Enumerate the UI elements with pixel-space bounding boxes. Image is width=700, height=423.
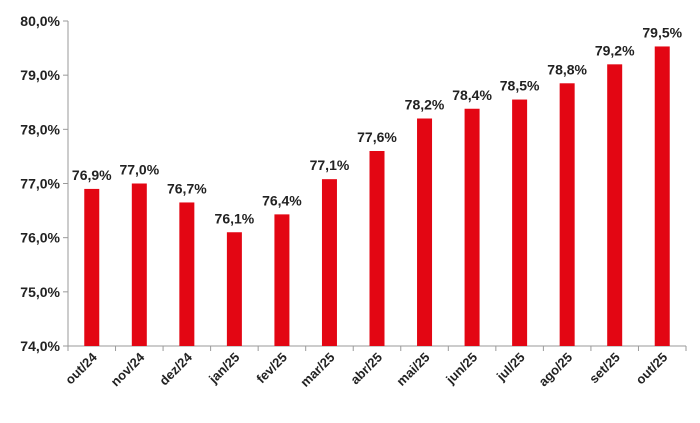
x-tick-label: set/25 xyxy=(586,350,623,387)
x-tick-label: mai/25 xyxy=(393,350,432,389)
x-tick-label: jul/25 xyxy=(493,350,528,385)
x-tick-label: jun/25 xyxy=(442,350,480,388)
bar-series xyxy=(84,46,670,347)
bar xyxy=(131,183,147,346)
data-label: 76,4% xyxy=(262,192,302,208)
bar xyxy=(226,232,242,346)
x-tick-label: abr/25 xyxy=(347,350,385,388)
x-tick-label: mar/25 xyxy=(297,350,337,390)
x-tick-label: out/24 xyxy=(62,349,100,387)
bar xyxy=(321,179,337,346)
x-tick-label: dez/24 xyxy=(156,349,195,388)
data-label: 78,5% xyxy=(500,78,540,94)
x-tick-label: fev/25 xyxy=(253,350,290,387)
data-label: 77,1% xyxy=(310,157,350,173)
y-tick-label: 78,0% xyxy=(20,121,60,137)
bar xyxy=(559,83,575,347)
data-label: 78,4% xyxy=(452,87,492,103)
x-tick-label: ago/25 xyxy=(536,350,576,390)
data-label: 79,2% xyxy=(595,42,635,58)
data-label: 77,6% xyxy=(357,129,397,145)
data-label: 77,0% xyxy=(119,162,159,178)
y-tick-label: 74,0% xyxy=(20,338,60,354)
x-tick-label: nov/24 xyxy=(108,349,148,389)
y-tick-label: 77,0% xyxy=(20,176,60,192)
bar xyxy=(417,118,433,346)
bar xyxy=(369,151,385,346)
x-axis-ticks: out/24 nov/24 dez/24 jan/25 fev/25 mar/25 abr/… xyxy=(62,349,670,390)
x-tick-label: jan/25 xyxy=(205,350,242,387)
bar xyxy=(84,188,100,346)
bar xyxy=(512,99,528,347)
y-tick-label: 76,0% xyxy=(20,230,60,246)
data-label: 78,2% xyxy=(405,97,445,113)
data-labels: 76,9% 77,0% 76,7% 76,1% 76,4% 77,1% 77,6% 78,2%… xyxy=(72,24,683,226)
y-tick-label: 80,0% xyxy=(20,13,60,29)
bar xyxy=(464,108,480,346)
bar xyxy=(654,46,670,346)
bar xyxy=(607,64,623,346)
y-tick-label: 75,0% xyxy=(20,284,60,300)
data-label: 76,7% xyxy=(167,180,207,196)
data-label: 78,8% xyxy=(547,61,587,77)
y-tick-label: 79,0% xyxy=(20,67,60,83)
data-label: 76,1% xyxy=(215,210,255,226)
bar xyxy=(274,214,290,346)
data-label: 79,5% xyxy=(642,24,682,40)
y-axis-ticks: 74,0% 75,0% 76,0% 77,0% 78,0% 79,0% 80,0% xyxy=(20,13,68,354)
data-label: 76,9% xyxy=(72,167,112,183)
bar xyxy=(179,202,195,346)
x-tick-label: out/25 xyxy=(633,350,671,388)
